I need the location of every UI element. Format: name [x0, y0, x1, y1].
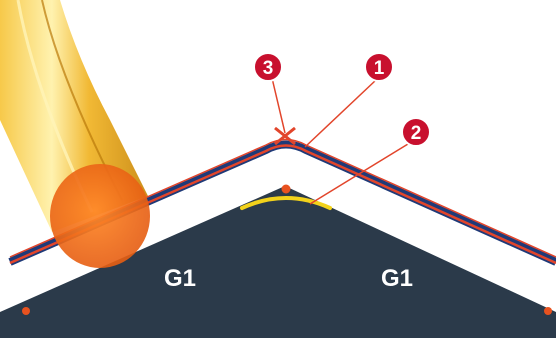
- cutting-tool: [0, 0, 150, 268]
- leader-line-1: [304, 79, 377, 148]
- workpiece-apex-point: [281, 184, 291, 194]
- svg-text:3: 3: [263, 58, 274, 79]
- svg-text:1: 1: [374, 58, 385, 79]
- region-label-right: G1: [381, 265, 413, 292]
- leader-line-2: [309, 143, 409, 205]
- marker-3: 3: [253, 52, 283, 82]
- workpiece-right-point: [544, 307, 552, 315]
- marker-1: 1: [364, 52, 394, 82]
- corner-arc: [240, 196, 332, 210]
- marker-2: 2: [401, 117, 431, 147]
- offset-toolpath-edge: [9, 138, 556, 258]
- region-label-left: G1: [164, 265, 196, 292]
- workpiece-left-point: [22, 307, 30, 315]
- sharp-corner-point: [274, 126, 296, 146]
- tool-tip: [50, 164, 150, 268]
- leader-line-3: [271, 77, 286, 134]
- offset-toolpath-inner: [9, 144, 556, 265]
- workpiece: [0, 186, 556, 338]
- svg-text:2: 2: [411, 123, 422, 144]
